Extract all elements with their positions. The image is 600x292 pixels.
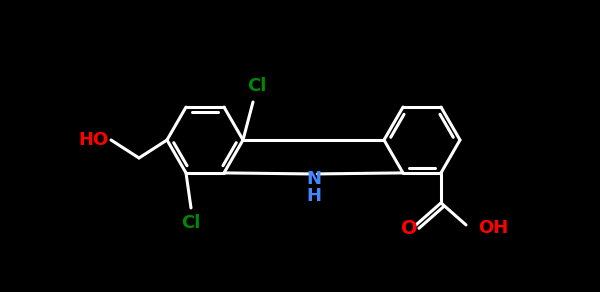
Text: Cl: Cl (181, 214, 200, 232)
Text: O: O (401, 219, 418, 238)
Text: N: N (306, 170, 321, 188)
Text: HO: HO (79, 131, 109, 149)
Text: OH: OH (478, 219, 508, 237)
Text: H: H (306, 187, 321, 205)
Text: Cl: Cl (247, 77, 266, 95)
